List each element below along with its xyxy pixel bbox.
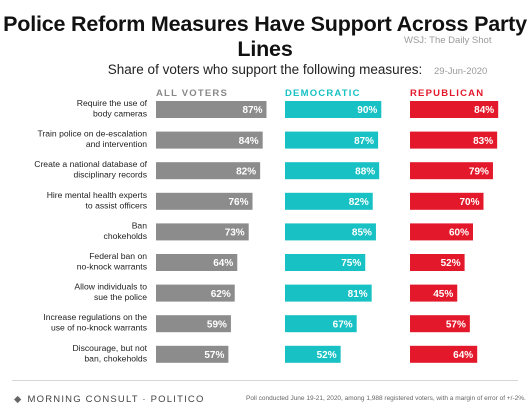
bar-value-label: 87%	[354, 136, 374, 147]
bar-all-voters	[156, 315, 231, 333]
category-label: Increase regulations on the use of no-kno…	[43, 312, 147, 333]
bar-value-label: 87%	[242, 105, 262, 116]
bar-democratic	[285, 192, 373, 210]
bar-value-label: 84%	[239, 136, 259, 147]
bar-republican	[410, 162, 493, 180]
bar-value-label: 52%	[317, 350, 337, 361]
bar-democratic	[285, 162, 380, 180]
bar-democratic	[285, 345, 341, 363]
bar-value-label: 82%	[236, 166, 256, 177]
category-label: Discourage, but not ban, chokeholds	[72, 343, 147, 364]
category-label: Train police on de-escalation and interve…	[37, 129, 147, 150]
category-label: Ban chokeholds	[104, 220, 148, 241]
bar-value-label: 64%	[453, 350, 473, 361]
bar-all-voters	[156, 284, 235, 302]
bar-value-label: 70%	[459, 197, 479, 208]
bar-value-label: 83%	[473, 136, 493, 147]
morning-consult-logo-icon: ◆	[14, 394, 23, 405]
bar-republican	[410, 284, 458, 302]
category-label: Create a national database of disciplinar…	[34, 159, 147, 180]
bar-democratic	[285, 131, 379, 149]
footer-note: Poll conducted June 19-21, 2020, among 1…	[246, 395, 526, 402]
bar-democratic	[285, 284, 372, 302]
bar-democratic	[285, 223, 376, 241]
bar-value-label: 57%	[446, 319, 466, 330]
source-label: WSJ: The Daily Shot	[404, 35, 492, 46]
bar-value-label: 82%	[349, 197, 369, 208]
bar-value-label: 88%	[355, 166, 375, 177]
footer-brand: ◆ MORNING CONSULT · POLITICO	[14, 394, 205, 405]
chart-subtitle: Share of voters who support the followin…	[107, 62, 423, 77]
footer-divider	[12, 380, 518, 381]
bar-all-voters	[156, 254, 238, 271]
bar-republican	[410, 254, 465, 271]
bar-republican	[410, 192, 484, 210]
bar-democratic	[285, 315, 357, 333]
bar-republican	[410, 223, 473, 241]
source-date: 29-Jun-2020	[434, 66, 488, 77]
bar-value-label: 67%	[333, 319, 353, 330]
footer-brand-text: MORNING CONSULT · POLITICO	[27, 394, 205, 405]
bar-all-voters	[156, 131, 263, 149]
bar-value-label: 90%	[357, 105, 377, 116]
grouped-bar-chart: Require the use of body cameras 87% 90% 84% T…	[34, 98, 499, 364]
bar-value-label: 76%	[229, 197, 249, 208]
column-header-republican: REPUBLICAN	[410, 88, 485, 99]
bar-all-voters	[156, 192, 253, 210]
column-header-all-voters: ALL VOTERS	[156, 88, 228, 99]
bar-value-label: 45%	[433, 289, 453, 300]
bar-value-label: 60%	[449, 228, 469, 239]
category-label: Federal ban on no-knock warrants	[77, 251, 147, 272]
bar-value-label: 84%	[474, 105, 494, 116]
bar-value-label: 73%	[225, 228, 245, 239]
bar-value-label: 62%	[211, 289, 231, 300]
chart-title: Police Reform Measures Have Support Acro…	[3, 12, 527, 61]
category-label: Allow individuals to sue the police	[74, 282, 147, 303]
bar-value-label: 81%	[348, 289, 368, 300]
category-label: Require the use of body cameras	[77, 98, 148, 119]
bar-value-label: 79%	[469, 166, 489, 177]
bar-democratic	[285, 254, 366, 271]
category-label: Hire mental health experts to assist offi…	[47, 190, 147, 211]
bar-republican	[410, 315, 470, 333]
bar-democratic	[285, 101, 382, 118]
bar-value-label: 64%	[213, 258, 233, 269]
bar-value-label: 85%	[352, 228, 372, 239]
bar-all-voters	[156, 162, 261, 180]
bar-all-voters	[156, 345, 229, 363]
bar-value-label: 57%	[204, 350, 224, 361]
bar-republican	[410, 101, 499, 118]
bar-all-voters	[156, 223, 249, 241]
bar-value-label: 59%	[207, 319, 227, 330]
bar-value-label: 75%	[341, 258, 361, 269]
column-header-democratic: DEMOCRATIC	[285, 88, 361, 99]
bar-republican	[410, 131, 498, 149]
bar-all-voters	[156, 101, 267, 118]
bar-value-label: 52%	[441, 258, 461, 269]
bar-republican	[410, 345, 478, 363]
